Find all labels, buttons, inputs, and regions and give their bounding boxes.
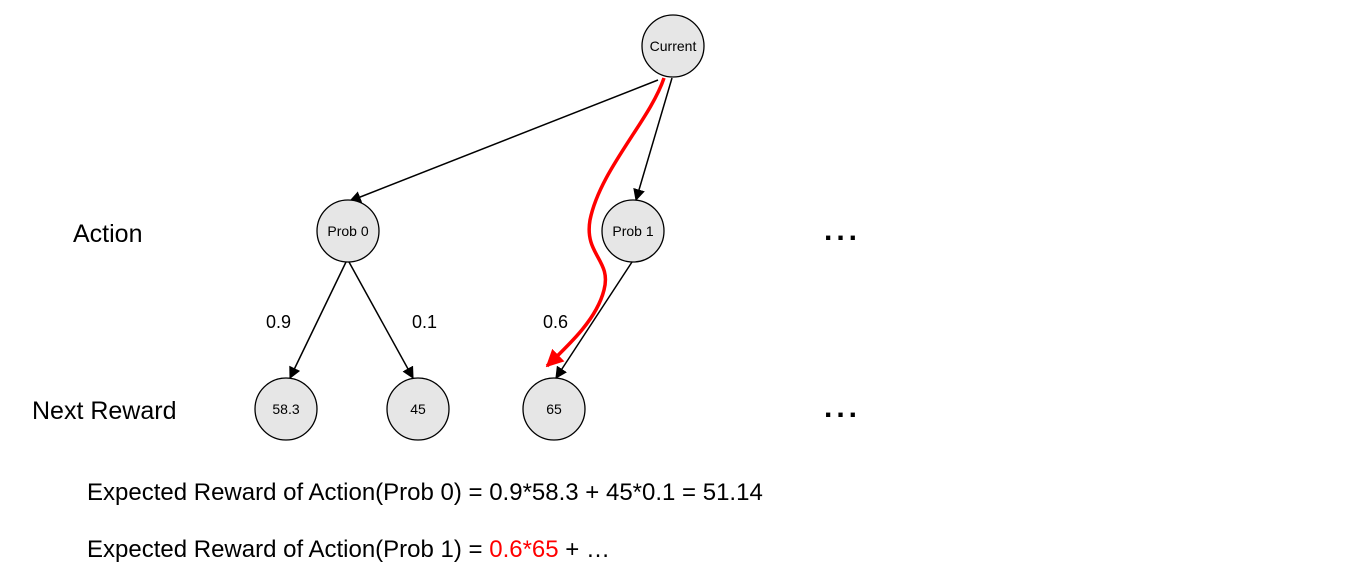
node-prob1: Prob 1: [601, 199, 665, 263]
edge-current-to-prob1: [633, 77, 673, 202]
equation-prob1-highlight: 0.6*65: [489, 536, 559, 563]
node-reward-58-3-label: 58.3: [272, 401, 299, 417]
ellipsis-action-row: ...: [824, 214, 861, 247]
node-reward-65: 65: [522, 377, 586, 441]
edge-prob0-to-45: [348, 261, 414, 380]
row-label-action: Action: [73, 220, 142, 248]
ellipsis-reward-row: ...: [824, 391, 861, 424]
node-prob1-label: Prob 1: [612, 223, 653, 239]
node-current-label: Current: [650, 38, 697, 54]
node-reward-45: 45: [386, 377, 450, 441]
edge-prob0-to-58-3: [289, 261, 347, 380]
highlighted-path: [545, 77, 666, 368]
equation-prob1-suffix: + …: [558, 536, 610, 563]
node-prob0-label: Prob 0: [327, 223, 368, 239]
equation-prob0: Expected Reward of Action(Prob 0) = 0.9*…: [87, 479, 763, 506]
row-label-next-reward: Next Reward: [32, 397, 177, 425]
edge-prob1-to-65: [555, 261, 633, 380]
node-prob0: Prob 0: [316, 199, 380, 263]
edge-current-to-prob0: [348, 79, 659, 203]
edge-label-0-9: 0.9: [266, 312, 291, 332]
equation-prob1: Expected Reward of Action(Prob 1) = 0.6*…: [87, 536, 610, 564]
node-reward-58-3: 58.3: [254, 377, 318, 441]
equation-prob1-prefix: Expected Reward of Action(Prob 1) =: [87, 536, 490, 563]
edge-label-0-1: 0.1: [412, 312, 437, 332]
node-reward-65-label: 65: [546, 401, 562, 417]
edge-label-0-6: 0.6: [543, 312, 568, 332]
node-reward-45-label: 45: [410, 401, 426, 417]
node-current: Current: [641, 14, 705, 78]
